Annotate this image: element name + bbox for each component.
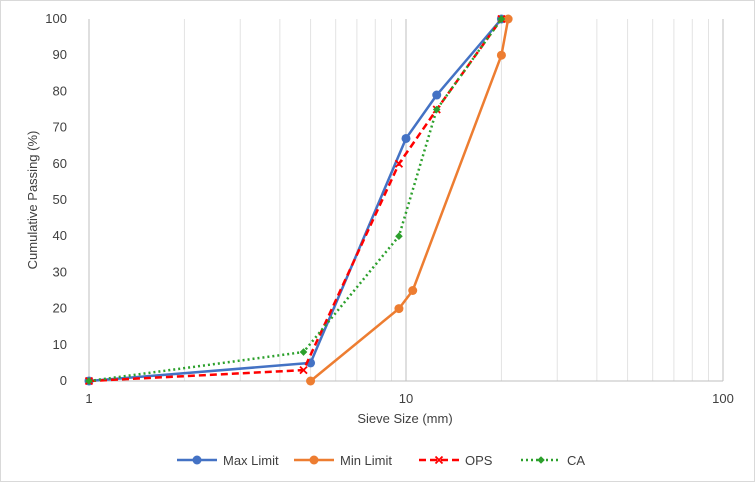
data-point-min-limit [408, 286, 418, 295]
data-point-ca [432, 105, 441, 114]
axes [88, 19, 723, 382]
legend-marker-ops [434, 455, 444, 465]
legend-item-min-limit: Min Limit [294, 453, 392, 468]
y-axis-title: Cumulative Passing (%) [25, 131, 40, 270]
legend-item-max-limit: Max Limit [177, 453, 279, 468]
series-line-max-limit [88, 18, 503, 383]
data-point-min-limit [394, 304, 404, 314]
data-point-max-limit [401, 133, 411, 143]
y-tick-label: 60 [53, 156, 67, 171]
y-tick-label: 70 [53, 120, 67, 135]
legend: Max Limit Min Limit OPS CA [177, 453, 585, 468]
x-tick-label: 100 [712, 391, 734, 406]
series-max-limit [84, 14, 506, 386]
data-point-ops [299, 366, 308, 375]
y-tick-label: 0 [60, 373, 67, 388]
x-tick-label: 10 [399, 391, 413, 406]
series-line-ca [88, 18, 503, 383]
legend-item-ops: OPS [419, 453, 493, 468]
series-ca [85, 15, 506, 385]
y-tick-label: 40 [53, 228, 67, 243]
legend-marker-min-limit [309, 455, 319, 465]
series-min-limit [306, 14, 513, 386]
legend-label-max-limit: Max Limit [223, 453, 279, 468]
data-point-ca [497, 15, 506, 23]
data-point-ops [394, 159, 404, 168]
y-tick-label: 80 [53, 83, 67, 98]
y-tick-label: 10 [53, 337, 67, 352]
y-tick-label: 90 [53, 47, 67, 62]
legend-marker-max-limit [192, 455, 202, 465]
data-point-ca [85, 377, 93, 385]
x-axis-title: Sieve Size (mm) [357, 411, 452, 426]
legend-label-min-limit: Min Limit [340, 453, 392, 468]
data-point-min-limit [503, 14, 513, 24]
legend-label-ops: OPS [465, 453, 493, 468]
plot-series [84, 14, 513, 386]
y-tick-label: 50 [53, 192, 67, 207]
data-point-min-limit [496, 50, 506, 60]
series-ops [84, 14, 506, 386]
y-tick-label: 100 [45, 11, 67, 26]
y-tick-label: 30 [53, 264, 67, 279]
legend-item-ca: CA [521, 453, 585, 468]
data-point-max-limit [432, 90, 442, 100]
grid-lines [88, 19, 724, 381]
data-point-min-limit [306, 376, 316, 386]
y-tick-label: 20 [53, 301, 67, 316]
data-point-ca [395, 232, 403, 240]
series-line-min-limit [309, 18, 510, 382]
x-tick-label: 1 [85, 391, 92, 406]
legend-marker-ca [537, 456, 545, 464]
legend-label-ca: CA [567, 453, 585, 468]
series-line-ops [88, 18, 503, 383]
data-point-ca [299, 348, 308, 356]
